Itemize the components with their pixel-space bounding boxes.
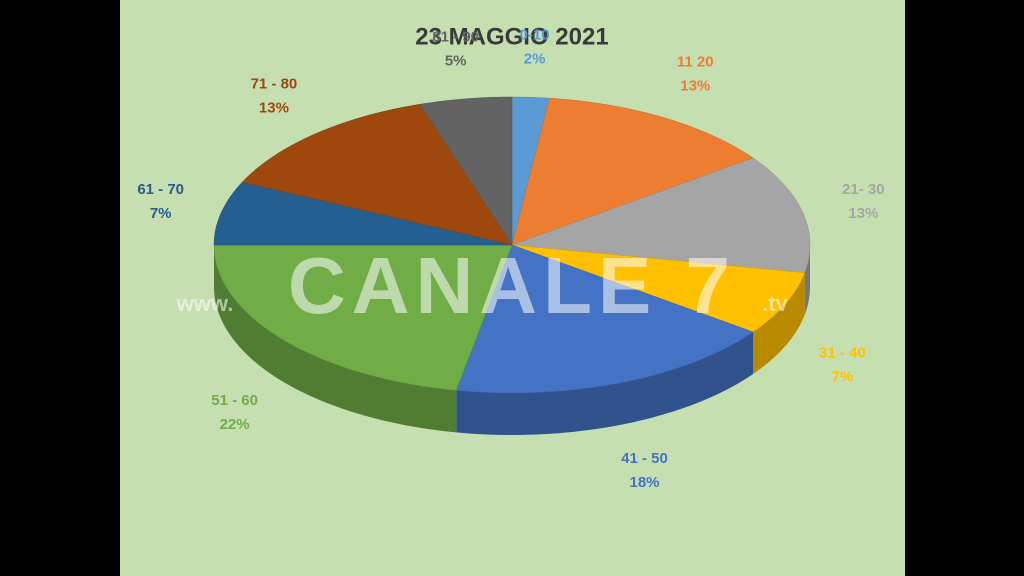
slice-value-label: 22% [220,416,250,433]
chart-title: 23 MAGGIO 2021 [415,23,608,50]
pie: 0-10 2% 11 20 13% 21- 30 13% 31 - 40 7% 41 - 50 1… [137,26,884,491]
watermark-name: CANALE 7 [288,241,736,330]
slice-value-label: 5% [445,52,467,69]
slice-side [804,245,810,315]
slice-label: 81 - 90 [432,28,479,45]
pie-sides [214,245,810,435]
watermark-suffix: .tv [762,291,788,316]
slice-value-label: 2% [524,50,546,67]
slice-label: 0-10 [520,26,550,43]
slice-label: 61 - 70 [137,181,184,198]
slice-side [214,245,457,433]
slice [455,244,754,394]
slice [511,97,754,246]
slice-value-label: 13% [848,205,878,222]
slice-side [456,331,754,435]
slice-label: 51 - 60 [211,392,258,409]
slice-label: 41 - 50 [621,450,668,467]
slice [241,103,513,246]
slice-label: 31 - 40 [819,345,866,362]
slice [419,96,513,246]
slice-value-label: 7% [150,205,172,222]
slice-label: 21- 30 [842,181,885,198]
slice [213,181,513,246]
slice-label: 11 20 [677,54,714,71]
slice [511,244,806,333]
slice-value-label: 18% [630,474,660,491]
slice-value-label: 13% [680,78,710,95]
slice [213,244,513,391]
watermark: www. CANALE 7 .tv [176,241,789,330]
slice-side [753,272,805,374]
slice-value-label: 13% [259,99,289,116]
slice [511,157,811,273]
watermark-prefix: www. [176,291,234,316]
pie-tops [213,96,811,394]
slice-label: 71 - 80 [251,75,298,92]
slice-value-label: 7% [832,369,854,386]
